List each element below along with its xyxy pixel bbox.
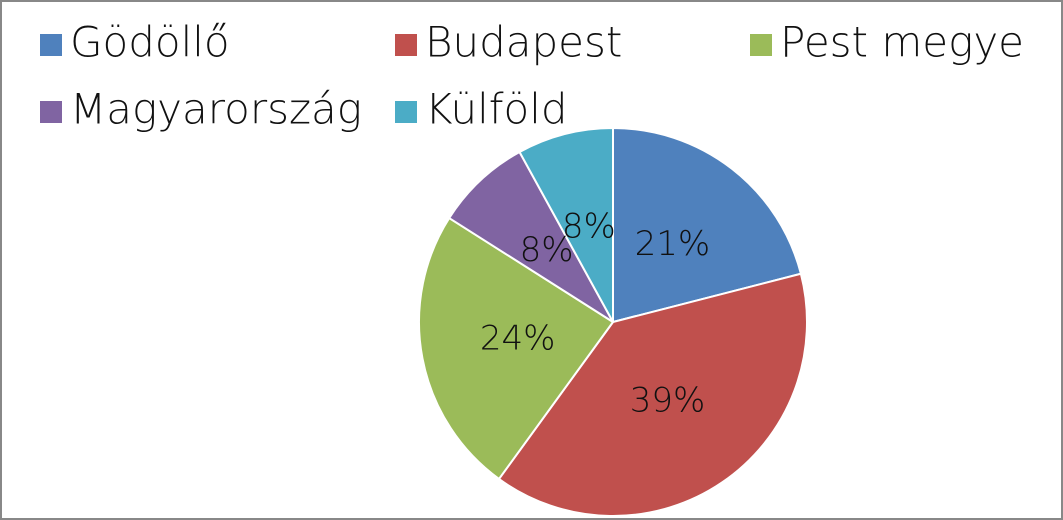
data-label: 39%: [630, 381, 706, 421]
legend-swatch: [395, 34, 417, 56]
legend-label: Budapest: [425, 18, 622, 67]
legend-swatch: [40, 101, 62, 123]
legend-label: Gödöllő: [70, 18, 230, 67]
data-label: 8%: [562, 207, 616, 247]
legend-label: Külföld: [425, 85, 568, 134]
legend-label: Magyarország: [70, 85, 362, 134]
pie-slice: [418, 216, 615, 481]
data-label: 24%: [480, 319, 556, 359]
legend-swatch: [750, 34, 772, 56]
data-label: 21%: [635, 224, 711, 264]
pie-slice: [518, 126, 614, 323]
legend-label: Pest megye: [780, 18, 1024, 67]
pie-slice: [612, 126, 803, 324]
data-label: 8%: [520, 230, 574, 270]
legend-swatch: [40, 34, 62, 56]
pie-slice: [447, 150, 614, 323]
legend-swatch: [395, 101, 417, 123]
pie-slice: [497, 272, 808, 517]
